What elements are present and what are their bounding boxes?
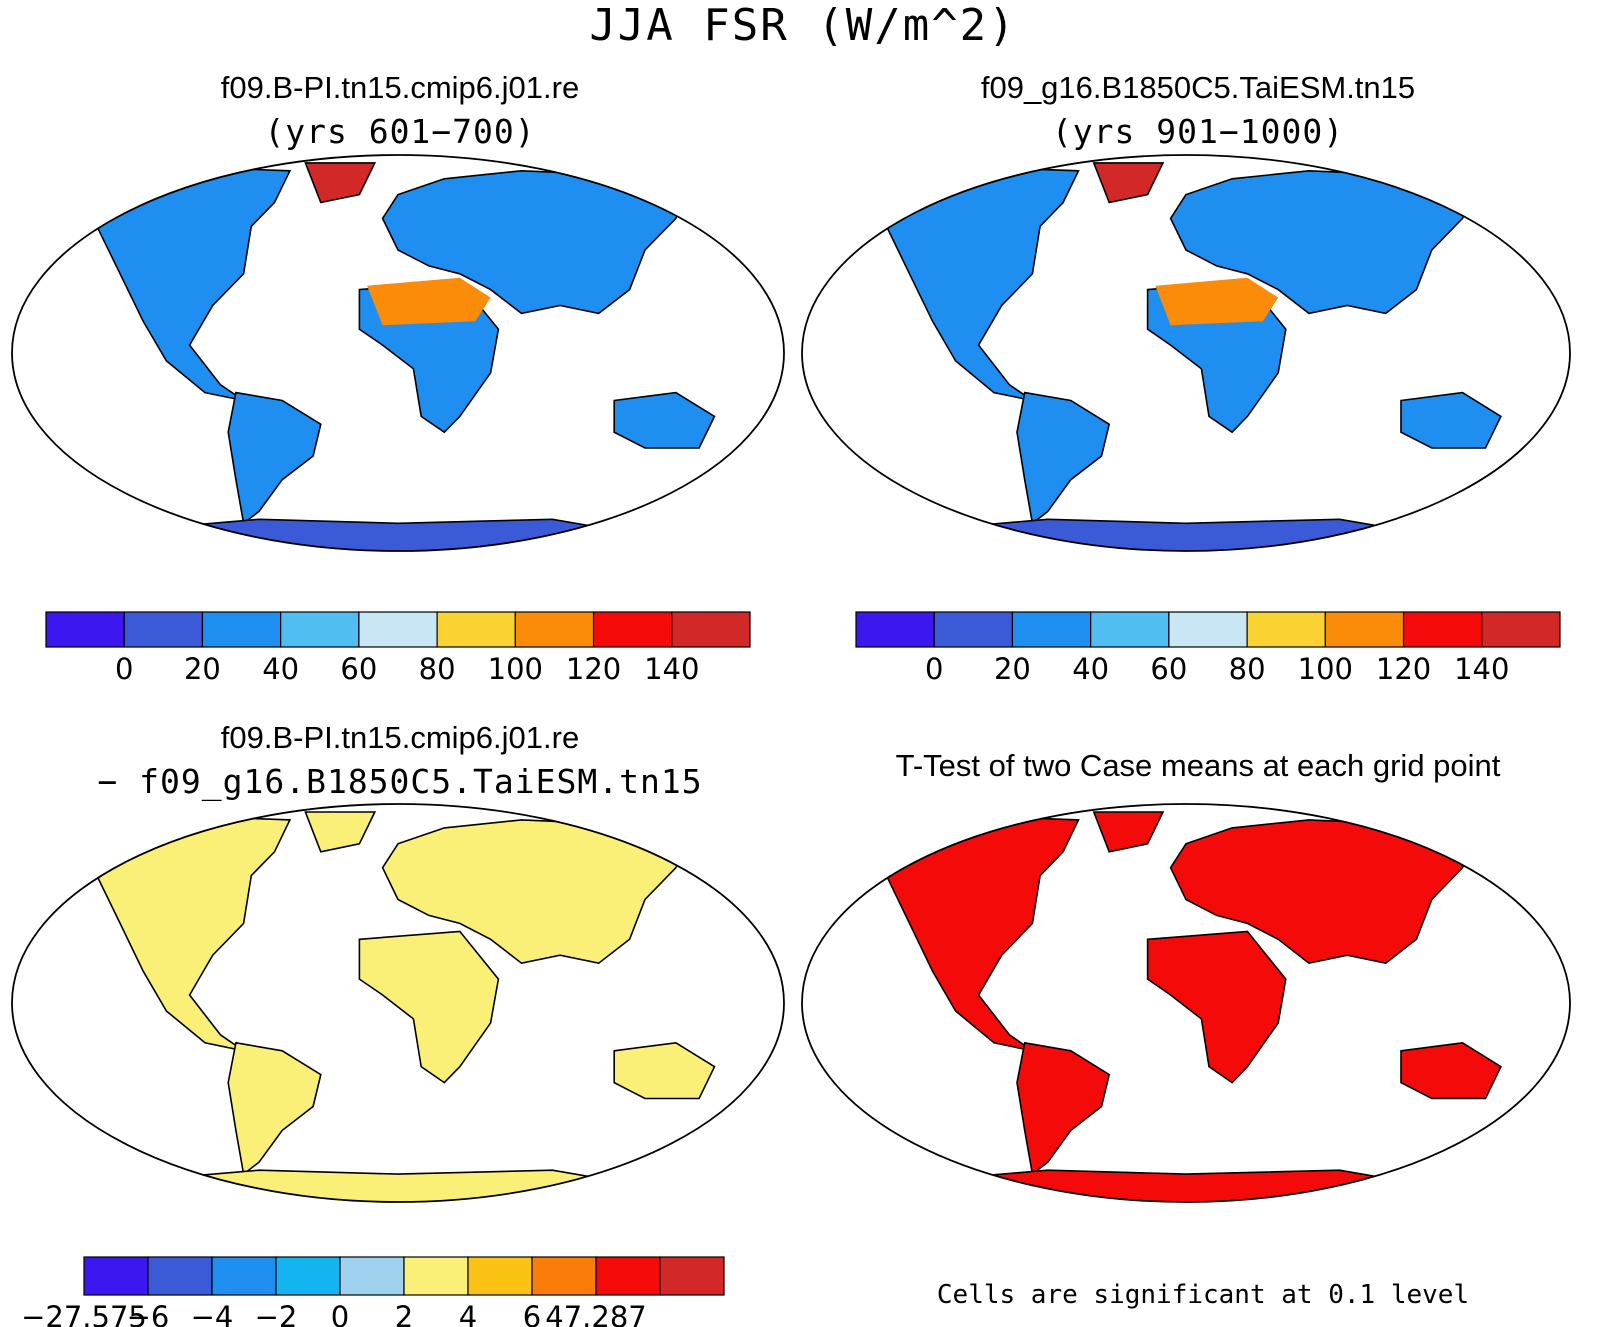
colorbar-tr-label-3: 60 <box>1150 652 1187 686</box>
colorbar-bl-label-8: 47.287 <box>545 1300 646 1327</box>
map-bl-northAmerica <box>72 815 292 1052</box>
colorbar-tl-swatch-3 <box>280 611 360 648</box>
colorbar-tl-label-0: 0 <box>115 652 133 686</box>
map-br-africa <box>1146 930 1287 1084</box>
map-tl-southAmerica <box>227 391 322 525</box>
colorbar-bl-label-6: 4 <box>459 1300 477 1327</box>
colorbar-bl-label-5: 2 <box>395 1300 413 1327</box>
map-bl-greenland <box>304 811 377 853</box>
map-tl-greenland <box>304 162 377 204</box>
map-bl-africa <box>358 930 500 1084</box>
map-bl-outline <box>11 803 785 1203</box>
colorbar-tr-swatch-1 <box>933 611 1014 648</box>
map-bl-southAmerica <box>227 1041 322 1176</box>
colorbar-tr-label-7: 140 <box>1454 652 1509 686</box>
colorbar-bl-label-0: −27.575 <box>21 1300 147 1327</box>
top-left-subtitle: (yrs 601−700) <box>264 112 536 151</box>
map-br-group <box>801 803 1571 1203</box>
colorbar-tl-swatch-7 <box>592 611 673 648</box>
colorbar-tl-label-7: 140 <box>644 652 699 686</box>
colorbar-tr-label-2: 40 <box>1072 652 1109 686</box>
colorbar-bl-swatch-7 <box>531 1256 597 1296</box>
top-left-title: f09.B-PI.tn15.cmip6.j01.re <box>220 70 580 105</box>
colorbar-tr-swatch-6 <box>1324 611 1405 648</box>
colorbar-tr-label-1: 20 <box>994 652 1031 686</box>
colorbar-tr-label-5: 100 <box>1298 652 1353 686</box>
colorbar-tl-label-1: 20 <box>184 652 221 686</box>
colorbar-tr-label-0: 0 <box>925 652 943 686</box>
map-tl-australia <box>613 391 716 449</box>
top-right-subtitle: (yrs 901−1000) <box>1051 112 1345 151</box>
colorbar-tl-swatch-4 <box>358 611 438 648</box>
colorbar-tl-label-5: 100 <box>488 652 543 686</box>
colorbar-tl-label-4: 80 <box>419 652 456 686</box>
colorbar-tl-label-2: 40 <box>262 652 299 686</box>
map-tr-outline <box>801 154 1571 552</box>
map-tr-greenland <box>1092 162 1165 204</box>
colorbar-bl-swatch-8 <box>595 1256 661 1296</box>
colorbar-tr-swatch-4 <box>1168 611 1248 648</box>
main-title: JJA FSR (W/m^2) <box>589 0 1017 51</box>
colorbar-bl-swatch-0 <box>83 1256 149 1296</box>
map-br-greenland <box>1092 811 1165 853</box>
map-tr-southAmerica <box>1016 391 1111 525</box>
colorbar-tl-swatch-5 <box>436 611 516 648</box>
colorbar-tl-swatch-2 <box>201 611 282 648</box>
bottom-left-subtitle: − f09_g16.B1850C5.TaiESM.tn15 <box>97 762 703 801</box>
colorbar-tl-swatch-8 <box>671 611 751 648</box>
colorbar-bl-swatch-2 <box>211 1256 277 1296</box>
map-tr-australia <box>1400 391 1502 449</box>
colorbar-bl-label-3: −2 <box>255 1300 298 1327</box>
significance-note: Cells are significant at 0.1 level <box>936 1280 1470 1310</box>
colorbar-tr-label-4: 80 <box>1229 652 1266 686</box>
colorbar-tl-swatch-1 <box>123 611 204 648</box>
map-tr-sahara <box>1155 277 1279 326</box>
map-tr-northAmerica <box>862 166 1080 402</box>
colorbar-bl-swatch-1 <box>147 1256 213 1296</box>
map-tl-group <box>11 154 785 552</box>
colorbar-bl-swatch-9 <box>659 1256 725 1296</box>
colorbar-tr-swatch-7 <box>1402 611 1483 648</box>
map-br-outline <box>801 803 1571 1203</box>
colorbar-bl-swatch-6 <box>467 1256 533 1296</box>
colorbar-tl-swatch-6 <box>514 611 595 648</box>
colorbar-tr-label-6: 120 <box>1376 652 1431 686</box>
colorbar-bl-label-7: 6 <box>523 1300 541 1327</box>
bottom-left-title: f09.B-PI.tn15.cmip6.j01.re <box>220 720 580 755</box>
map-tl-northAmerica <box>72 166 292 402</box>
colorbar-bl-label-1: −6 <box>127 1300 170 1327</box>
map-br-southAmerica <box>1016 1041 1111 1176</box>
colorbar-tl-label-6: 120 <box>566 652 621 686</box>
map-tl-sahara <box>367 277 491 326</box>
colorbar-bl-swatch-4 <box>339 1256 405 1296</box>
map-br-northAmerica <box>862 815 1080 1052</box>
colorbar-bl-label-2: −4 <box>191 1300 234 1327</box>
bottom-right-title: T-Test of two Case means at each grid po… <box>895 748 1501 783</box>
colorbar-tr-swatch-8 <box>1481 611 1561 648</box>
top-right-title: f09_g16.B1850C5.TaiESM.tn15 <box>980 70 1416 105</box>
colorbar-bl-swatch-5 <box>403 1256 469 1296</box>
map-tl-outline <box>11 154 785 552</box>
colorbar-tr-swatch-2 <box>1011 611 1092 648</box>
colorbar-tr-swatch-5 <box>1246 611 1326 648</box>
map-bl-australia <box>613 1041 716 1100</box>
colorbar-bl-swatch-3 <box>275 1256 341 1296</box>
map-br-australia <box>1400 1041 1502 1100</box>
colorbar-bl-label-4: 0 <box>331 1300 349 1327</box>
colorbar-tl-label-3: 60 <box>340 652 377 686</box>
